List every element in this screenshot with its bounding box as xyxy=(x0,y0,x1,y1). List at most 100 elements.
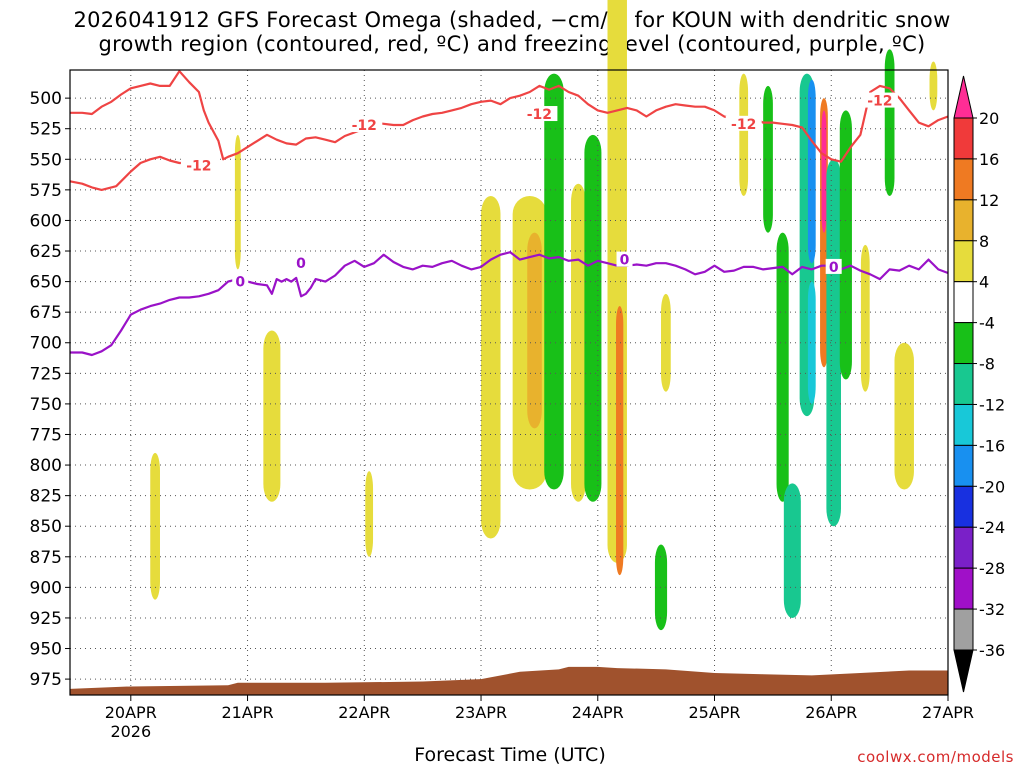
omega-region xyxy=(826,159,841,527)
colorbar-swatch xyxy=(953,240,974,283)
x-tick-label: 26APR xyxy=(805,703,857,722)
contour-line xyxy=(70,70,949,163)
colorbar-swatch xyxy=(953,281,974,324)
y-tick-label: 500 xyxy=(30,89,62,109)
y-tick-label: 825 xyxy=(30,487,62,507)
colorbar-swatch xyxy=(953,322,974,365)
omega-region xyxy=(739,73,749,196)
y-tick-label: 725 xyxy=(30,364,62,384)
y-tick-label: 950 xyxy=(30,640,62,660)
y-tick-label: 800 xyxy=(30,456,62,476)
colorbar-bottom-arrow xyxy=(953,649,974,693)
y-tick-label: 850 xyxy=(30,517,62,537)
omega-region xyxy=(783,483,801,618)
omega-region xyxy=(929,61,938,111)
contour-label: 0 xyxy=(235,275,245,291)
x-tick-label: 20APR xyxy=(105,703,157,722)
colorbar-swatch xyxy=(953,608,974,651)
omega-region xyxy=(860,244,870,392)
contour-label-bg xyxy=(521,106,558,122)
omega-region xyxy=(481,195,501,539)
contour-label: -12 xyxy=(731,117,756,133)
omega-region xyxy=(776,232,789,502)
colorbar-label: -24 xyxy=(979,518,1005,537)
x-tick-label: 27APR xyxy=(922,703,974,722)
terrain-fill xyxy=(70,666,948,695)
colorbar-label: -36 xyxy=(979,641,1005,660)
colorbar-swatch xyxy=(953,403,974,446)
y-tick-label: 750 xyxy=(30,395,62,415)
y-tick-label: 625 xyxy=(30,242,62,262)
contour-label: 0 xyxy=(829,260,839,276)
y-tick-label: 700 xyxy=(30,334,62,354)
contour-label: 0 xyxy=(296,256,306,272)
omega-region xyxy=(894,342,914,490)
colorbar-swatch xyxy=(953,526,974,569)
contour-label: 0 xyxy=(620,253,630,269)
colorbar-label: -8 xyxy=(979,355,995,374)
colorbar-label: -4 xyxy=(979,314,995,333)
colorbar-top-arrow xyxy=(953,75,974,119)
credit-text: coolwx.com/models xyxy=(857,748,1014,766)
y-tick-label: 575 xyxy=(30,181,62,201)
colorbar-swatch xyxy=(953,485,974,528)
chart-title-line2: growth region (contoured, red, ºC) and f… xyxy=(98,32,926,56)
contour-line xyxy=(69,155,200,191)
contour-label-bg xyxy=(725,115,762,131)
y-tick-label: 525 xyxy=(30,120,62,140)
omega-region xyxy=(616,306,624,576)
chart-title-line1: 2026041912 GFS Forecast Omega (shaded, −… xyxy=(73,8,951,32)
x-tick-label: 25APR xyxy=(688,703,740,722)
colorbar-label: 12 xyxy=(979,191,999,210)
chart-title: 2026041912 GFS Forecast Omega (shaded, −… xyxy=(0,8,1024,56)
colorbar-label: 4 xyxy=(979,273,989,292)
y-tick-label: 775 xyxy=(30,425,62,445)
omega-region xyxy=(544,73,564,490)
x-tick-label: 23APR xyxy=(455,703,507,722)
contour-label: -12 xyxy=(352,118,377,134)
omega-region xyxy=(654,544,668,631)
omega-region xyxy=(807,281,816,404)
omega-region xyxy=(263,330,281,502)
colorbar-swatch xyxy=(953,444,974,487)
colorbar-swatch xyxy=(953,117,974,160)
x-tick-label: 21APR xyxy=(222,703,274,722)
y-tick-label: 875 xyxy=(30,548,62,568)
contour-label-bg xyxy=(861,92,898,108)
colorbar-swatch xyxy=(953,199,974,242)
y-tick-label: 550 xyxy=(30,150,62,170)
y-tick-label: 650 xyxy=(30,273,62,293)
contour-line xyxy=(70,251,949,357)
omega-region xyxy=(571,183,586,502)
contour-label: -12 xyxy=(186,158,211,174)
x-year-label: 2026 xyxy=(110,722,151,741)
contour-label-bg xyxy=(232,273,249,289)
colorbar-swatch xyxy=(953,567,974,610)
y-tick-label: 975 xyxy=(30,670,62,690)
x-tick-label: 22APR xyxy=(338,703,390,722)
colorbar-swatch xyxy=(953,363,974,405)
colorbar-label: -16 xyxy=(979,436,1005,455)
contour-label-bg xyxy=(616,251,633,267)
omega-region xyxy=(234,134,241,270)
contour-label-bg xyxy=(346,117,383,133)
omega-region xyxy=(839,110,852,380)
contour-label-bg xyxy=(180,157,217,173)
omega-region xyxy=(584,134,602,502)
omega-region xyxy=(763,85,773,233)
colorbar-label: -32 xyxy=(979,600,1005,619)
colorbar-label: 20 xyxy=(979,109,999,128)
contour-label: -12 xyxy=(867,94,892,110)
y-tick-label: 925 xyxy=(30,609,62,629)
omega-region xyxy=(527,232,542,429)
colorbar-label: 8 xyxy=(979,232,989,251)
contour-label-bg xyxy=(825,258,842,274)
contour-label: -12 xyxy=(527,107,552,123)
plot-frame xyxy=(69,69,949,696)
omega-region xyxy=(884,49,895,196)
y-tick-label: 600 xyxy=(30,211,62,231)
x-tick-label: 24APR xyxy=(572,703,624,722)
omega-region xyxy=(807,79,816,264)
omega-region xyxy=(821,110,827,233)
